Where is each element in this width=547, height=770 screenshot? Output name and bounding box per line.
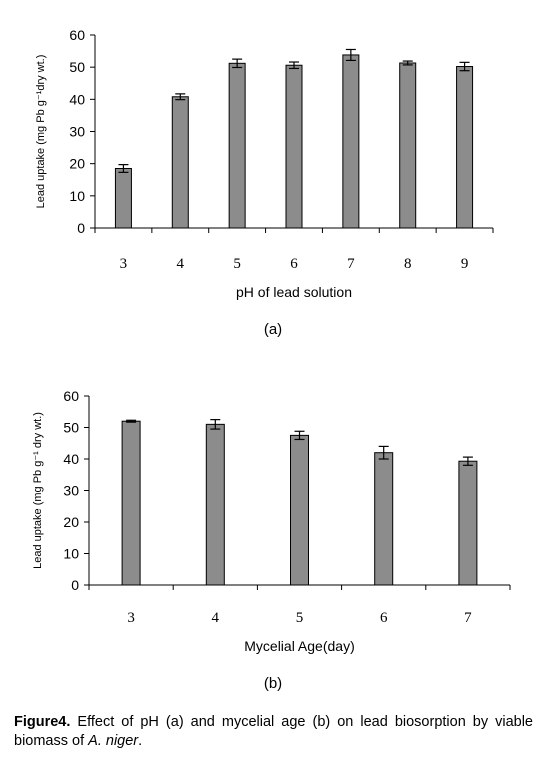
chart-panel-b: 0 10 20 30 40 50 60 3 4 5 6 7 Lead uptake (mg Pb g⁻¹… <box>32 388 511 692</box>
x-tick-label: 3 <box>127 610 135 626</box>
panel-label: (a) <box>264 321 282 338</box>
y-tick-label: 20 <box>63 514 79 530</box>
y-tick-label: 30 <box>69 124 85 140</box>
x-tick-label: 7 <box>347 256 355 272</box>
y-tick-label: 10 <box>69 188 85 204</box>
caption-text: Effect of pH (a) and mycelial age (b) on… <box>14 714 533 749</box>
y-tick-label: 60 <box>63 388 79 404</box>
bar <box>456 66 474 229</box>
bar <box>121 420 141 586</box>
figure-caption: Figure4. Effect of pH (a) and mycelial a… <box>14 713 533 751</box>
bar <box>290 434 309 586</box>
x-tick-label: 3 <box>120 256 128 272</box>
x-axis-label: pH of lead solution <box>236 284 352 300</box>
y-tick-label: 0 <box>71 577 79 593</box>
x-tick-label: 7 <box>464 610 472 626</box>
y-tick-label: 40 <box>69 91 85 107</box>
caption-end: . <box>138 733 143 749</box>
caption-label: Figure4. <box>14 714 71 730</box>
bar <box>342 54 360 229</box>
bar <box>205 423 225 586</box>
x-axis-label: Mycelial Age(day) <box>244 638 355 654</box>
x-tick-label: 9 <box>461 256 469 272</box>
bar <box>114 167 132 229</box>
y-tick-label: 40 <box>63 451 79 467</box>
x-tick-label: 6 <box>380 610 388 626</box>
y-tick-label: 30 <box>63 483 79 499</box>
bar <box>171 96 189 229</box>
y-axis-label: Lead uptake (mg Pb g⁻¹ dry wt.) <box>32 412 44 569</box>
bar <box>228 62 246 229</box>
y-tick-label: 10 <box>63 546 79 562</box>
x-tick-label: 6 <box>290 256 298 272</box>
chart-panel-a: 0 10 20 30 40 50 60 3 4 5 6 7 8 9 Lead uptake (mg Pb g… <box>35 27 494 338</box>
x-tick-label: 5 <box>296 610 304 626</box>
panel-label: (b) <box>264 675 282 692</box>
y-tick-label: 50 <box>63 420 79 436</box>
x-tick-label: 4 <box>212 610 220 626</box>
bar <box>399 62 417 229</box>
y-tick-label: 20 <box>69 156 85 172</box>
x-tick-label: 5 <box>233 256 241 272</box>
y-tick-label: 50 <box>69 59 85 75</box>
bar <box>374 452 394 586</box>
x-tick-label: 4 <box>177 256 185 272</box>
caption-species: A. niger <box>88 733 139 749</box>
bar <box>285 64 303 229</box>
y-tick-label: 0 <box>77 220 85 236</box>
y-axis-label: Lead uptake (mg Pb g⁻¹dry wt.) <box>35 55 47 209</box>
y-tick-label: 60 <box>69 27 85 43</box>
bar <box>458 460 478 586</box>
x-tick-label: 8 <box>404 256 412 272</box>
